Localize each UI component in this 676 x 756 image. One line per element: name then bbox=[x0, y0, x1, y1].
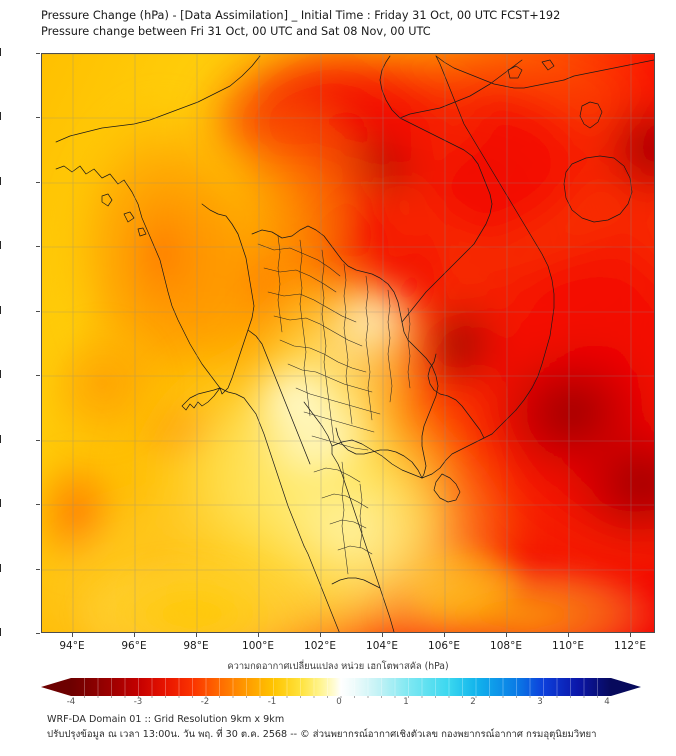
colorbar-gradient bbox=[41, 678, 641, 698]
ytick-12N: 12°N bbox=[0, 369, 2, 381]
ytick-20N: 20°N bbox=[0, 111, 2, 123]
xtick-104E: 104°E bbox=[366, 640, 398, 652]
cbtick-0: 0 bbox=[336, 697, 342, 707]
contour-field bbox=[42, 54, 654, 632]
colorbar[interactable] bbox=[41, 676, 641, 698]
cbtick--2: -2 bbox=[200, 697, 210, 707]
coastline-layer bbox=[55, 55, 654, 632]
chart-subtitle: Pressure change between Fri 31 Oct, 00 U… bbox=[41, 25, 431, 38]
cbtick-3: 3 bbox=[537, 697, 543, 707]
cbtick-1: 1 bbox=[403, 697, 409, 707]
map-plot-area[interactable] bbox=[41, 53, 655, 633]
plot-frame bbox=[41, 53, 655, 633]
map-gridlines bbox=[42, 54, 654, 632]
ytick-4N: 4°N bbox=[0, 627, 2, 639]
xtick-112E: 112°E bbox=[614, 640, 646, 652]
ytick-8N: 8°N bbox=[0, 498, 2, 510]
ytick-6N: 6°N bbox=[0, 563, 2, 575]
page-title: Pressure Change (hPa) - [Data Assimilati… bbox=[41, 9, 561, 22]
xtick-100E: 100°E bbox=[242, 640, 274, 652]
footer-domain-info: WRF-DA Domain 01 :: Grid Resolution 9km … bbox=[47, 714, 285, 725]
ytick-16N: 16°N bbox=[0, 240, 2, 252]
ytick-10N: 10°N bbox=[0, 434, 2, 446]
xtick-110E: 110°E bbox=[552, 640, 584, 652]
footer-credit: ปรับปรุงข้อมูล ณ เวลา 13:00น. วัน พฤ. ที… bbox=[47, 729, 597, 740]
cbtick-4: 4 bbox=[604, 697, 610, 707]
xtick-108E: 108°E bbox=[490, 640, 522, 652]
ytick-14N: 14°N bbox=[0, 305, 2, 317]
colorbar-title: ความกดอากาศเปลี่ยนแปลง หน่วย เฮกโตพาสคัล… bbox=[227, 661, 449, 672]
cbtick-2: 2 bbox=[470, 697, 476, 707]
cbtick--3: -3 bbox=[133, 697, 143, 707]
xtick-106E: 106°E bbox=[428, 640, 460, 652]
xtick-102E: 102°E bbox=[304, 640, 336, 652]
pressure-change-heatmap bbox=[42, 54, 654, 632]
chart-title-block: Pressure Change (hPa) - [Data Assimilati… bbox=[41, 8, 661, 40]
ytick-22N: 22°N bbox=[0, 47, 2, 59]
colorbar-tick-labels: -4 -3 -2 -1 0 1 2 3 4 bbox=[0, 697, 676, 711]
xtick-98E: 98°E bbox=[183, 640, 209, 652]
xtick-96E: 96°E bbox=[121, 640, 147, 652]
xtick-94E: 94°E bbox=[59, 640, 85, 652]
country-border-layer bbox=[55, 55, 523, 589]
ytick-18N: 18°N bbox=[0, 176, 2, 188]
cbtick--4: -4 bbox=[66, 697, 76, 707]
province-border-layer bbox=[257, 235, 411, 575]
cbtick--1: -1 bbox=[267, 697, 277, 707]
footer-block: WRF-DA Domain 01 :: Grid Resolution 9km … bbox=[47, 712, 667, 742]
